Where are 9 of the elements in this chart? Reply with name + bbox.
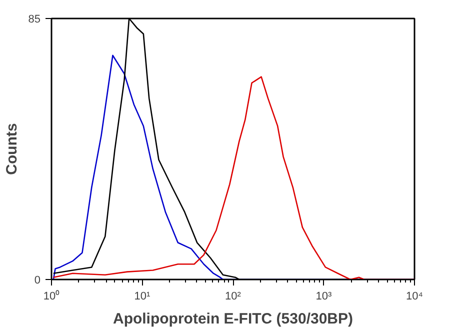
x-tick-label: 10⁴ — [406, 290, 424, 302]
x-tick-label: 10¹ — [134, 290, 151, 302]
x-axis-title: Apolipoprotein E-FITC (530/30BP) — [112, 310, 354, 328]
x-tick-label: 10² — [225, 290, 242, 302]
y-tick-label: 0 — [34, 274, 41, 286]
y-tick-label: 85 — [28, 14, 41, 26]
y-axis-title: Counts — [3, 123, 20, 175]
x-tick-label: 10⁰ — [43, 290, 60, 302]
x-tick-label: 10³ — [316, 290, 332, 302]
